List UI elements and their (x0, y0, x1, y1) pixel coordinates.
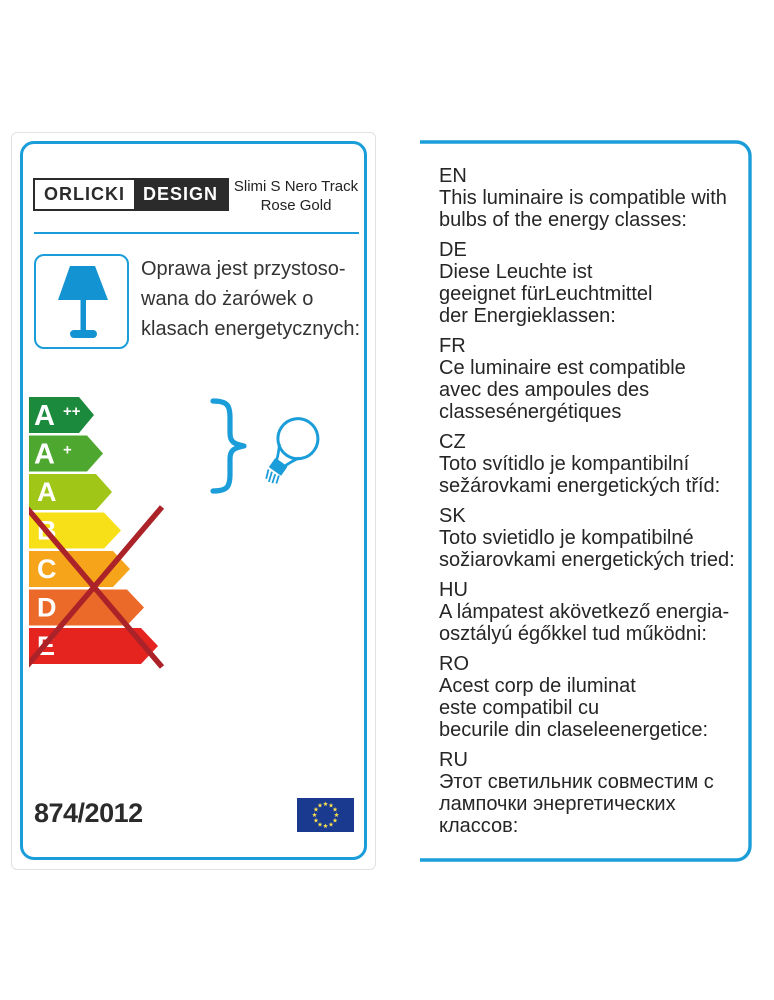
svg-text:C: C (37, 554, 57, 584)
svg-text:A: A (37, 477, 57, 507)
svg-text:A: A (34, 439, 55, 471)
svg-text:++: ++ (63, 403, 81, 420)
svg-text:A: A (34, 400, 55, 432)
svg-text:+: + (63, 442, 72, 459)
svg-text:D: D (37, 593, 57, 623)
